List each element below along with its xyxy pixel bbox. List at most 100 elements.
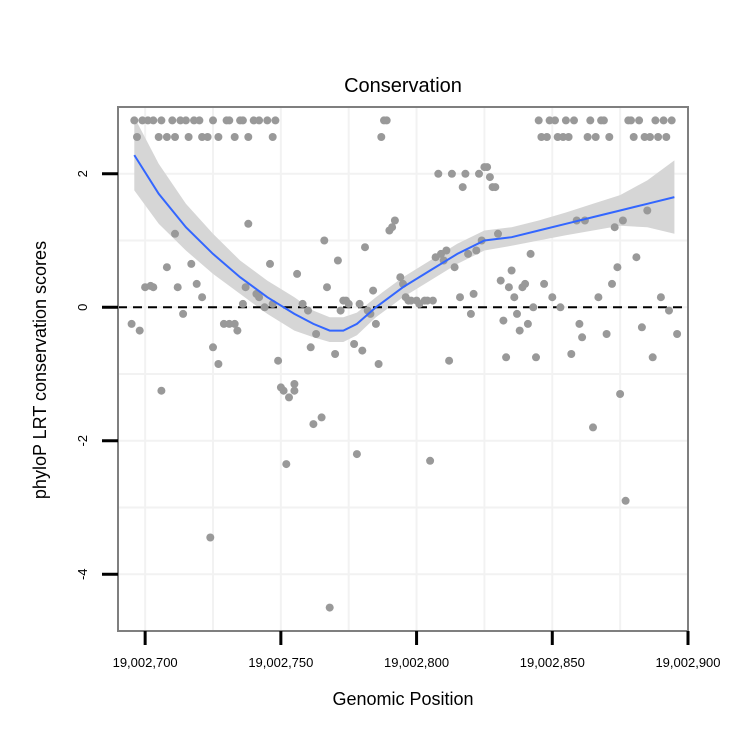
data-point	[434, 169, 443, 178]
data-point	[157, 116, 166, 125]
smooth-line-layer	[133, 154, 675, 332]
data-point	[350, 340, 359, 348]
data-point	[507, 266, 516, 275]
data-point	[537, 133, 546, 141]
data-point	[466, 309, 475, 318]
data-point	[483, 163, 492, 172]
data-point	[632, 253, 641, 262]
y-tick-label: -4	[75, 568, 90, 580]
data-point	[238, 116, 247, 125]
data-point	[469, 289, 478, 298]
data-point	[369, 286, 378, 295]
data-point	[209, 343, 217, 352]
data-point	[271, 116, 280, 125]
data-point	[510, 293, 519, 302]
data-point	[181, 116, 190, 125]
x-axis-label: Genomic Position	[332, 689, 473, 709]
data-point	[371, 319, 380, 328]
data-point	[589, 423, 597, 432]
data-point	[206, 533, 215, 542]
data-point	[309, 420, 318, 429]
data-point	[654, 133, 663, 141]
data-point	[312, 330, 321, 338]
data-point	[608, 279, 616, 288]
data-point	[390, 216, 399, 225]
x-tick-label: 19,002,700	[113, 655, 178, 670]
confidence-band-layer	[134, 117, 675, 342]
data-point	[472, 246, 481, 255]
data-point	[665, 306, 673, 315]
data-point	[396, 273, 405, 282]
data-point	[285, 393, 293, 402]
data-point	[179, 309, 188, 318]
data-point	[355, 299, 364, 308]
data-point	[515, 326, 524, 335]
data-point	[564, 133, 573, 141]
data-point	[127, 319, 136, 328]
data-point	[366, 309, 375, 318]
data-point	[149, 116, 158, 125]
data-point	[445, 356, 454, 365]
smooth-line	[133, 154, 675, 332]
data-point	[233, 326, 242, 335]
data-point	[304, 306, 312, 315]
data-point	[662, 133, 671, 141]
data-point	[225, 116, 234, 125]
data-point	[502, 353, 511, 362]
data-point	[461, 169, 470, 178]
data-point	[162, 263, 171, 272]
x-tick-label: 19,002,750	[248, 655, 313, 670]
data-point	[241, 283, 250, 292]
data-point	[635, 116, 644, 125]
data-point	[279, 386, 288, 395]
data-point	[352, 450, 361, 459]
data-point	[325, 603, 334, 612]
data-point	[361, 243, 369, 252]
data-point	[266, 259, 274, 268]
data-point	[559, 133, 568, 141]
data-point	[499, 316, 508, 325]
data-point	[575, 319, 584, 328]
data-point	[244, 133, 253, 141]
data-point	[456, 293, 464, 302]
data-point	[567, 350, 576, 358]
data-point	[198, 293, 207, 302]
data-point	[616, 390, 625, 398]
data-point	[513, 309, 521, 318]
data-point	[637, 323, 646, 332]
data-point	[336, 306, 345, 315]
data-point	[162, 133, 171, 141]
data-point	[646, 133, 654, 141]
panel-border	[117, 106, 689, 632]
x-axis: 19,002,700 19,002,750 19,002,800 19,002,850…	[113, 631, 721, 670]
data-point	[673, 330, 682, 338]
data-point	[203, 133, 212, 141]
data-point	[667, 116, 676, 125]
data-point	[187, 259, 196, 268]
data-point	[306, 343, 315, 352]
data-point	[358, 346, 367, 355]
data-point	[540, 279, 549, 288]
data-point	[157, 386, 166, 395]
data-point	[586, 116, 595, 125]
data-point	[154, 133, 163, 141]
data-point	[618, 216, 627, 225]
data-point	[458, 183, 467, 192]
data-point	[610, 223, 619, 232]
confidence-band	[134, 117, 675, 342]
data-point	[548, 293, 557, 302]
data-point	[532, 353, 540, 362]
data-point	[173, 283, 182, 292]
data-point	[570, 116, 578, 125]
data-point	[255, 116, 264, 125]
x-tick-label: 19,002,800	[384, 655, 449, 670]
data-point	[130, 116, 139, 125]
data-point	[526, 249, 535, 258]
data-point	[578, 333, 587, 342]
data-point	[485, 173, 494, 182]
data-point	[317, 413, 326, 422]
chart-title: Conservation	[344, 75, 462, 97]
data-point	[648, 353, 657, 362]
data-point	[551, 116, 559, 125]
